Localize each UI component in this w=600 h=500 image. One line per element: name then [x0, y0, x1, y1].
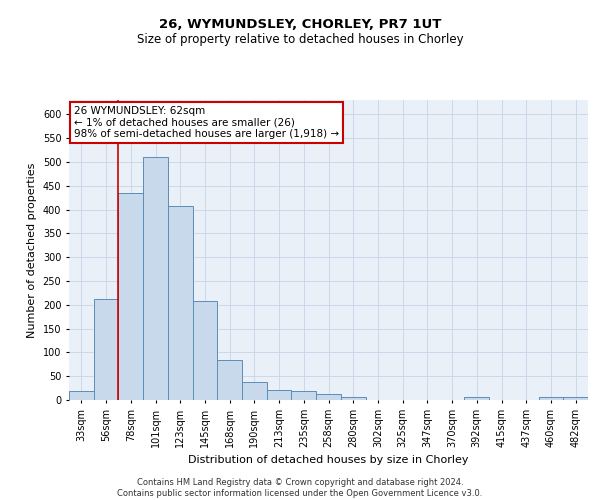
- Bar: [94, 299, 118, 400]
- Text: Contains HM Land Registry data © Crown copyright and database right 2024.
Contai: Contains HM Land Registry data © Crown c…: [118, 478, 482, 498]
- Bar: [242, 382, 267, 400]
- Bar: [267, 390, 292, 400]
- X-axis label: Distribution of detached houses by size in Chorley: Distribution of detached houses by size …: [188, 456, 469, 466]
- Bar: [193, 301, 217, 400]
- Bar: [69, 392, 94, 400]
- Bar: [563, 396, 588, 400]
- Y-axis label: Number of detached properties: Number of detached properties: [27, 162, 37, 338]
- Text: 26, WYMUNDSLEY, CHORLEY, PR7 1UT: 26, WYMUNDSLEY, CHORLEY, PR7 1UT: [159, 18, 441, 30]
- Bar: [464, 397, 489, 400]
- Bar: [217, 360, 242, 400]
- Bar: [143, 157, 168, 400]
- Bar: [118, 193, 143, 400]
- Bar: [316, 394, 341, 400]
- Bar: [341, 396, 365, 400]
- Text: 26 WYMUNDSLEY: 62sqm
← 1% of detached houses are smaller (26)
98% of semi-detach: 26 WYMUNDSLEY: 62sqm ← 1% of detached ho…: [74, 106, 340, 139]
- Bar: [292, 392, 316, 400]
- Text: Size of property relative to detached houses in Chorley: Size of property relative to detached ho…: [137, 32, 463, 46]
- Bar: [168, 206, 193, 400]
- Bar: [539, 396, 563, 400]
